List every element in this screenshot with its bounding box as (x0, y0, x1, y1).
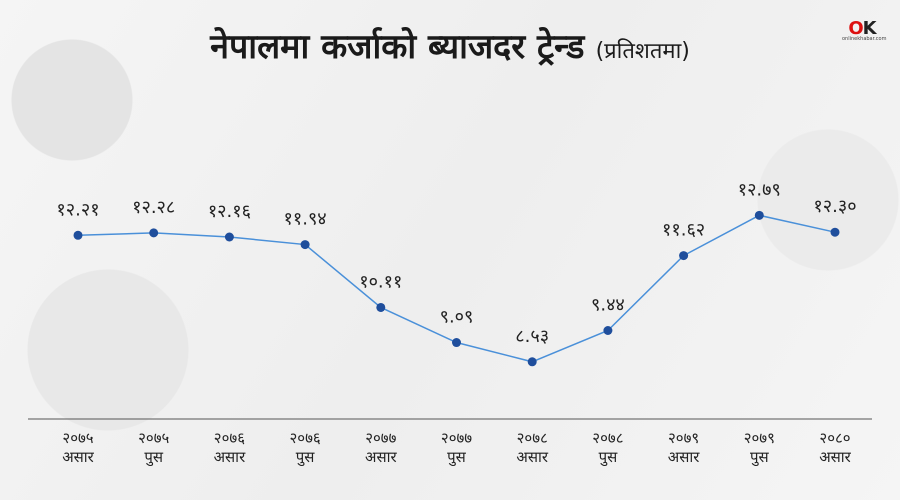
data-label: १२.३० (813, 196, 856, 217)
data-point (376, 302, 386, 312)
logo-mark: OK (848, 18, 876, 39)
x-tick-month: पुस (447, 448, 467, 467)
x-tick-month: पुस (599, 448, 619, 467)
x-tick-month: असार (516, 448, 548, 466)
x-tick-year: २०७८ (517, 429, 548, 447)
data-label: ११.६२ (662, 220, 705, 241)
x-tick-year: २०७६ (214, 429, 245, 447)
onlinekhabar-logo: OK onlinekhabar.com (842, 18, 887, 46)
x-tick-month: असार (62, 448, 94, 466)
data-label: १०.११ (359, 271, 402, 292)
data-label: १२.१६ (208, 201, 251, 222)
x-tick-year: २०७५ (62, 429, 93, 447)
x-tick-year: २०७५ (138, 429, 169, 447)
x-tick-year: २०७६ (289, 429, 320, 447)
chart-title: नेपालमा कर्जाको ब्याजदर ट्रेन्ड (210, 27, 585, 67)
data-point (603, 326, 613, 335)
logo-text: onlinekhabar.com (842, 36, 887, 42)
data-point (452, 338, 461, 348)
data-point (73, 230, 83, 240)
data-label: ९.४४ (591, 295, 625, 316)
data-point (527, 357, 537, 367)
x-tick-month: असार (365, 448, 397, 466)
data-label: ८.५३ (515, 326, 549, 347)
data-points (73, 210, 840, 367)
x-tick-year: २०७९ (668, 429, 699, 447)
data-point (149, 228, 159, 238)
data-label: १२.७९ (738, 179, 781, 200)
x-tick-year: २०८० (819, 429, 850, 447)
x-tick-labels: २०७५असार२०७५पुस२०७६असार२०७६पुस२०७७असार२०… (62, 429, 851, 467)
x-tick-year: २०७८ (592, 429, 623, 447)
data-label: १२.२१ (56, 199, 99, 220)
data-point (754, 210, 764, 220)
x-tick-month: असार (668, 448, 700, 466)
x-tick-month: पुस (144, 448, 164, 467)
x-tick-month: पुस (296, 448, 316, 467)
x-tick-year: २०७७ (441, 429, 472, 447)
x-tick-month: असार (819, 448, 851, 466)
value-labels: १२.२१ १२.२८ १२.१६ ११.९४ १०.११ ९.०९ ८.५३ ९.४४ ११.… (56, 179, 856, 346)
x-tick-month: असार (214, 448, 246, 466)
data-label: ११.९४ (284, 209, 327, 230)
data-point (830, 227, 840, 237)
x-tick-year: २०७९ (744, 429, 775, 447)
chart-subtitle: (प्रतिशतमा) (595, 39, 690, 64)
data-label: ९.०९ (440, 307, 474, 328)
x-tick-year: २०७७ (365, 429, 396, 447)
data-point (679, 251, 689, 261)
data-label: १२.२८ (132, 197, 175, 218)
x-tick-month: पुस (750, 448, 770, 467)
data-point (224, 232, 234, 242)
chart-title-block: नेपालमा कर्जाको ब्याजदर ट्रेन्ड (प्रतिशत… (0, 22, 900, 68)
data-point (300, 240, 310, 250)
